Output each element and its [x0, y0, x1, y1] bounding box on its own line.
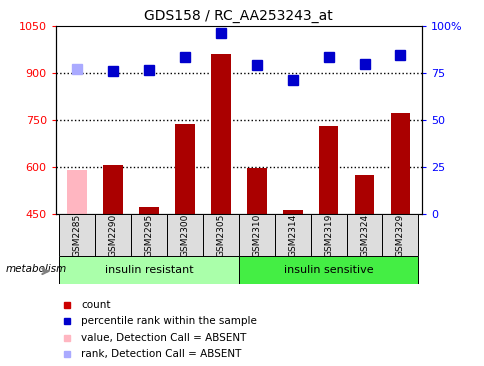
Text: value, Detection Call = ABSENT: value, Detection Call = ABSENT [81, 333, 246, 343]
Text: GSM2329: GSM2329 [395, 213, 404, 257]
Bar [238, 214, 274, 256]
Bar [382, 214, 418, 256]
Bar [67, 170, 87, 214]
Text: GSM2290: GSM2290 [108, 213, 118, 257]
Text: GSM2285: GSM2285 [73, 213, 82, 257]
Bar [274, 214, 310, 256]
Text: rank, Detection Call = ABSENT: rank, Detection Call = ABSENT [81, 349, 242, 359]
Text: GSM2310: GSM2310 [252, 213, 261, 257]
Title: GDS158 / RC_AA253243_at: GDS158 / RC_AA253243_at [144, 9, 333, 23]
Bar [202, 214, 238, 256]
Bar [103, 165, 123, 214]
Bar [238, 256, 418, 284]
Bar [354, 175, 374, 214]
Text: metabolism: metabolism [6, 264, 67, 273]
Bar [310, 214, 346, 256]
Bar [211, 54, 230, 214]
Bar [390, 113, 409, 214]
Bar [175, 124, 195, 214]
Bar [59, 256, 239, 284]
Bar [318, 126, 338, 214]
Bar [95, 214, 131, 256]
Text: percentile rank within the sample: percentile rank within the sample [81, 316, 257, 326]
Bar [139, 207, 159, 214]
Bar [246, 168, 266, 214]
Text: GSM2300: GSM2300 [180, 213, 189, 257]
Bar [282, 210, 302, 214]
Bar [59, 214, 95, 256]
Text: GSM2305: GSM2305 [216, 213, 225, 257]
Text: count: count [81, 300, 111, 310]
Text: insulin sensitive: insulin sensitive [283, 265, 373, 275]
Bar [166, 214, 202, 256]
Bar [131, 214, 166, 256]
Text: GSM2295: GSM2295 [144, 213, 153, 257]
Text: GSM2319: GSM2319 [323, 213, 333, 257]
Text: GSM2314: GSM2314 [287, 213, 297, 257]
Text: GSM2324: GSM2324 [359, 214, 368, 257]
Bar [346, 214, 382, 256]
Text: insulin resistant: insulin resistant [105, 265, 193, 275]
